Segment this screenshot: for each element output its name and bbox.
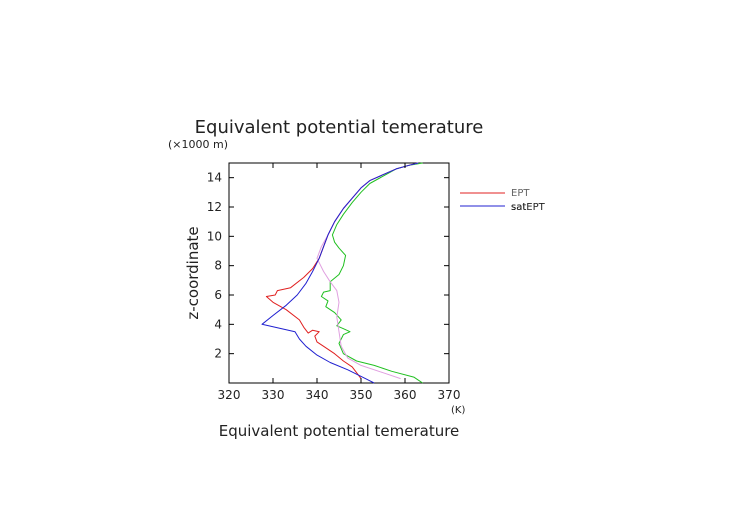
x-units-label: (K) bbox=[451, 405, 465, 416]
series-layer bbox=[261, 162, 423, 384]
plot-area: 320 330 340 350 360 370 2 4 6 8 10 12 14 bbox=[207, 162, 461, 402]
series-line-unnamed-3 bbox=[261, 162, 419, 384]
y-units-label: (×1000 m) bbox=[168, 138, 228, 151]
series-line-satept bbox=[320, 162, 423, 384]
legend: EPT satEPT sat bbox=[460, 188, 546, 213]
y-axis-label: z-coordinate bbox=[184, 226, 202, 319]
y-tick-label: 12 bbox=[207, 200, 222, 214]
x-axis-label: Equivalent potential temerature bbox=[219, 422, 460, 440]
y-axis-ticks: 2 4 6 8 10 12 14 bbox=[207, 171, 449, 361]
legend-label-ept: EPT bbox=[511, 188, 530, 199]
chart-title: Equivalent potential temerature bbox=[195, 117, 484, 138]
x-tick-label: 370 bbox=[438, 388, 461, 402]
y-tick-label: 2 bbox=[214, 347, 222, 361]
legend-label-sat: sat bbox=[511, 202, 526, 213]
x-tick-label: 320 bbox=[218, 388, 241, 402]
x-tick-label: 330 bbox=[262, 388, 285, 402]
legend-label-satept: satEPT bbox=[511, 202, 546, 213]
y-tick-label: 8 bbox=[214, 259, 222, 273]
plot-frame bbox=[228, 162, 450, 384]
y-tick-label: 10 bbox=[207, 229, 222, 243]
x-axis-ticks: 320 330 340 350 360 370 bbox=[218, 163, 461, 402]
y-tick-label: 14 bbox=[207, 171, 222, 185]
series-line-sat bbox=[316, 162, 419, 380]
x-tick-label: 360 bbox=[394, 388, 417, 402]
y-tick-label: 6 bbox=[214, 288, 222, 302]
x-tick-label: 340 bbox=[306, 388, 329, 402]
x-tick-label: 350 bbox=[350, 388, 373, 402]
y-tick-label: 4 bbox=[214, 317, 222, 331]
